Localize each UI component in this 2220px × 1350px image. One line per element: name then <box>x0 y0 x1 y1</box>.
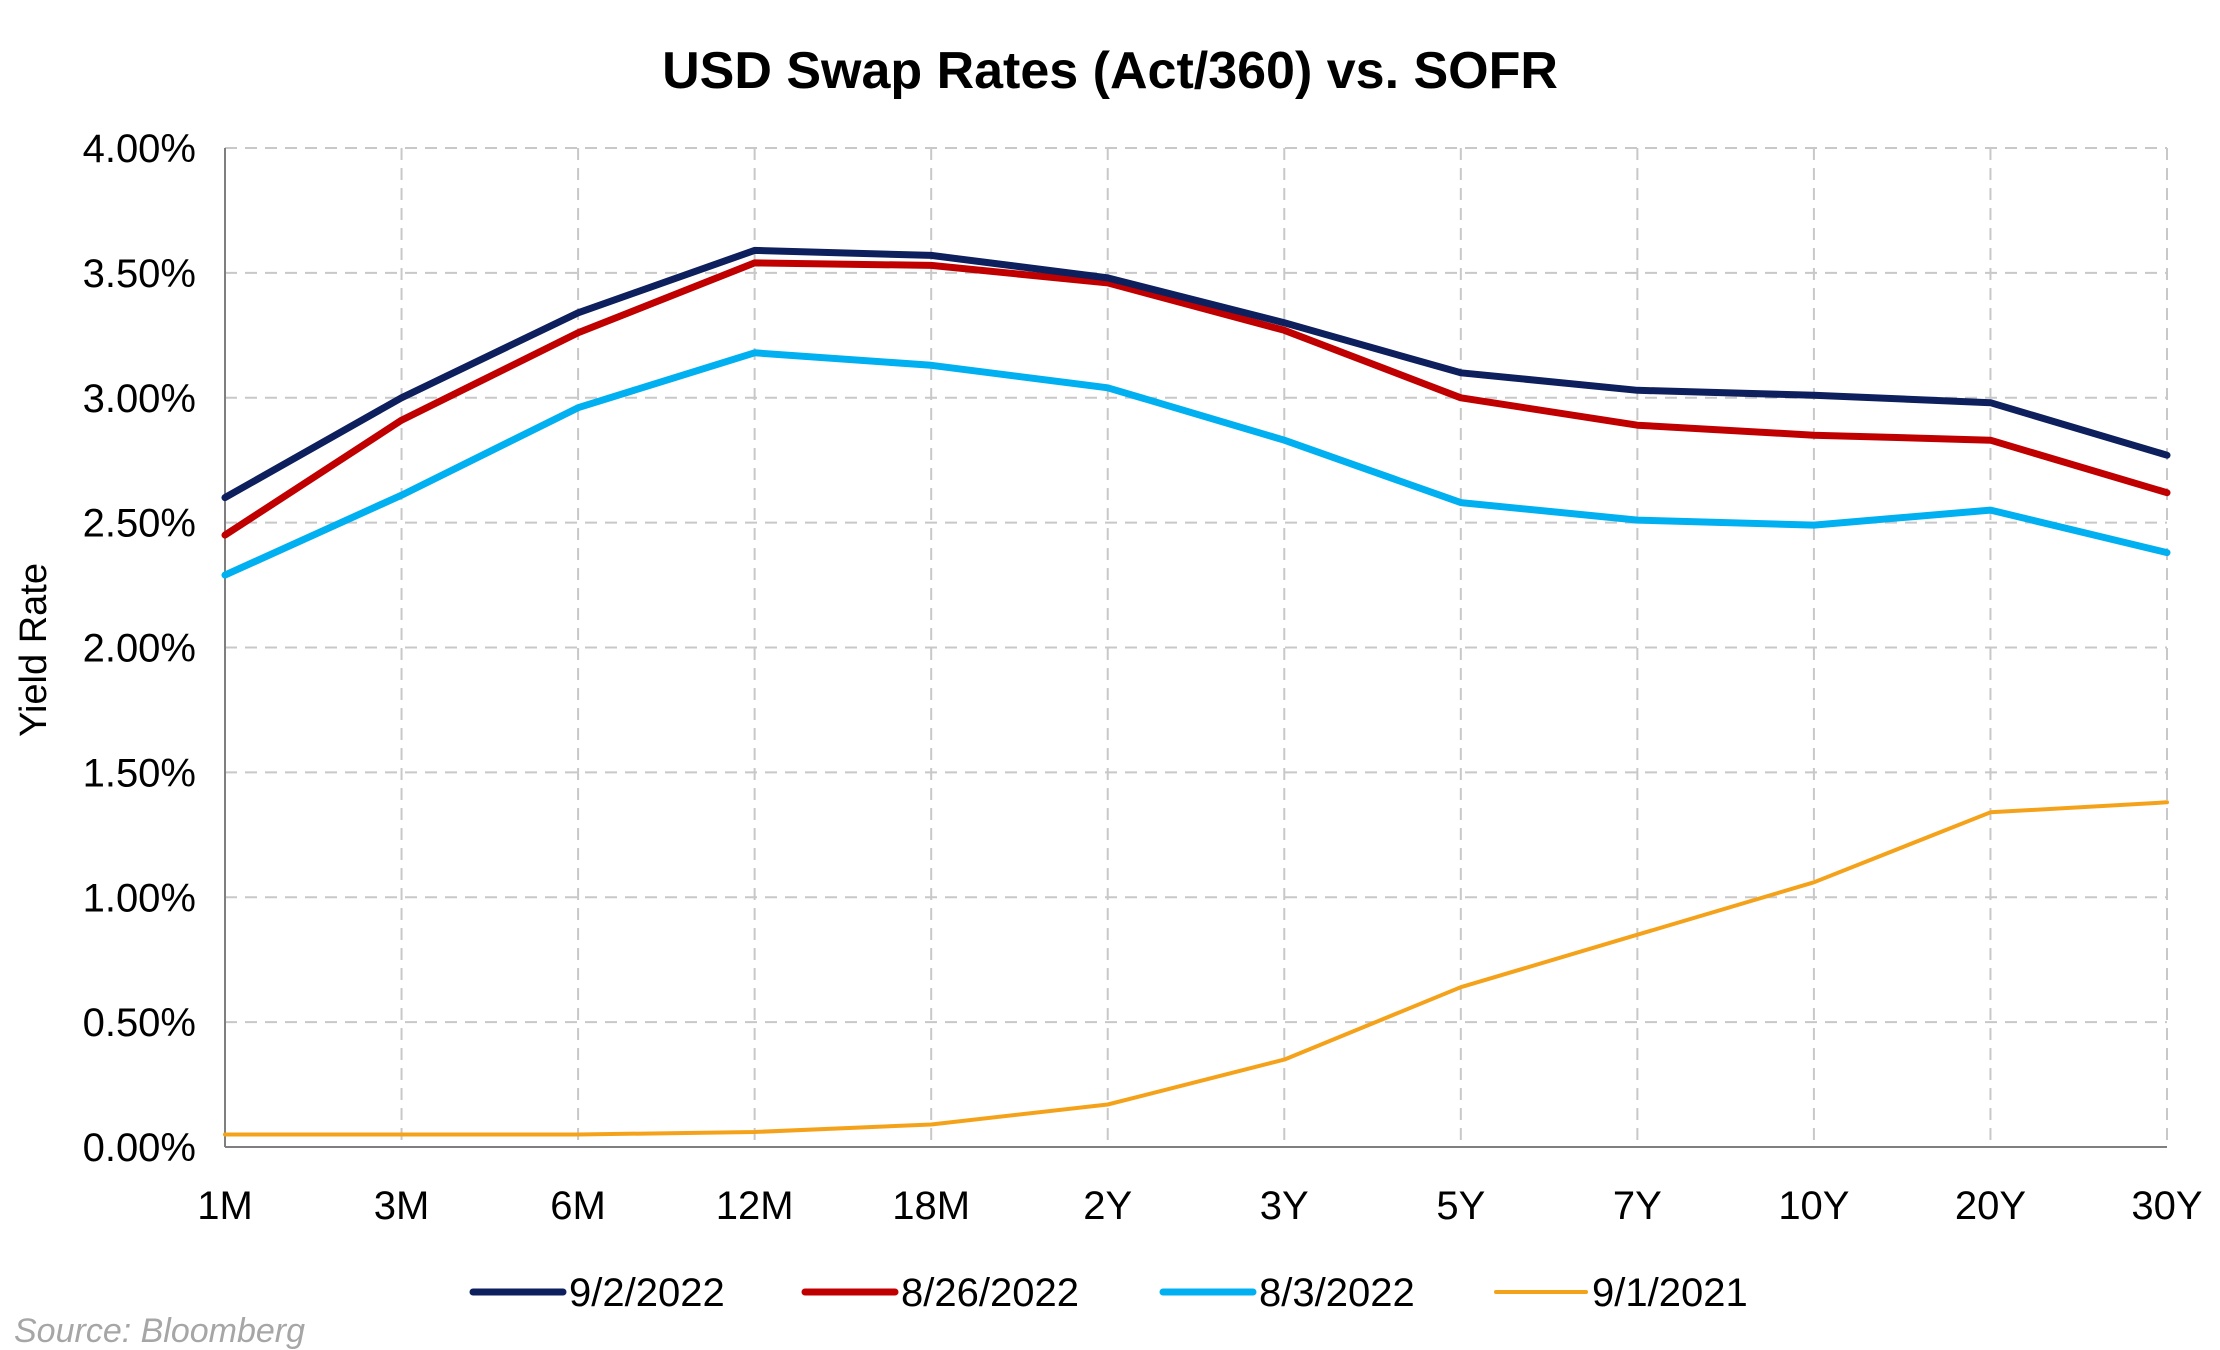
legend-item: 8/26/2022 <box>801 1271 1079 1315</box>
gridlines <box>225 147 2168 1147</box>
x-tick-label: 1M <box>197 1184 253 1228</box>
y-tick-label: 3.00% <box>83 377 196 421</box>
x-tick-labels: 1M 3M 6M 12M 18M 2Y 3Y 5Y 7Y 10Y 20Y 30Y <box>197 1184 2202 1228</box>
legend-label: 8/3/2022 <box>1259 1271 1415 1315</box>
y-tick-label: 2.00% <box>83 627 196 671</box>
y-tick-label: 0.00% <box>83 1126 196 1170</box>
series-lines <box>221 246 2171 1137</box>
source-note: Source: Bloomberg <box>14 1312 305 1350</box>
y-tick-label: 1.00% <box>83 876 196 920</box>
y-tick-label: 2.50% <box>83 502 196 546</box>
series-line <box>223 800 2169 1137</box>
x-tick-label: 3Y <box>1260 1184 1309 1228</box>
x-tick-label: 7Y <box>1613 1184 1662 1228</box>
x-tick-label: 10Y <box>1778 1184 1849 1228</box>
y-tick-label: 0.50% <box>83 1001 196 1045</box>
x-tick-label: 30Y <box>2131 1184 2202 1228</box>
x-tick-label: 3M <box>374 1184 430 1228</box>
x-tick-label: 18M <box>892 1184 970 1228</box>
legend-item: 9/2/2022 <box>469 1271 725 1315</box>
legend: 9/2/2022 8/26/2022 8/3/2022 9/1/2021 <box>469 1271 1748 1315</box>
series-line <box>221 246 2171 502</box>
series-line <box>221 349 2171 579</box>
x-tick-label: 6M <box>550 1184 606 1228</box>
y-tick-label: 1.50% <box>83 751 196 795</box>
series-line <box>221 259 2171 539</box>
axes <box>224 148 2167 1148</box>
x-tick-label: 2Y <box>1083 1184 1132 1228</box>
legend-label: 8/26/2022 <box>901 1271 1079 1315</box>
legend-item: 9/1/2021 <box>1494 1271 1748 1315</box>
x-tick-label: 5Y <box>1436 1184 1485 1228</box>
legend-item: 8/3/2022 <box>1159 1271 1415 1315</box>
y-tick-label: 4.00% <box>83 127 196 171</box>
chart-title: USD Swap Rates (Act/360) vs. SOFR <box>662 42 1558 100</box>
x-tick-label: 20Y <box>1955 1184 2026 1228</box>
y-tick-label: 3.50% <box>83 252 196 296</box>
x-tick-label: 12M <box>716 1184 794 1228</box>
legend-label: 9/2/2022 <box>569 1271 725 1315</box>
legend-label: 9/1/2021 <box>1592 1271 1748 1315</box>
y-axis-label: Yield Rate <box>13 563 55 737</box>
y-tick-labels: 0.00% 0.50% 1.00% 1.50% 2.00% 2.50% 3.00% 3.50%… <box>83 127 196 1170</box>
